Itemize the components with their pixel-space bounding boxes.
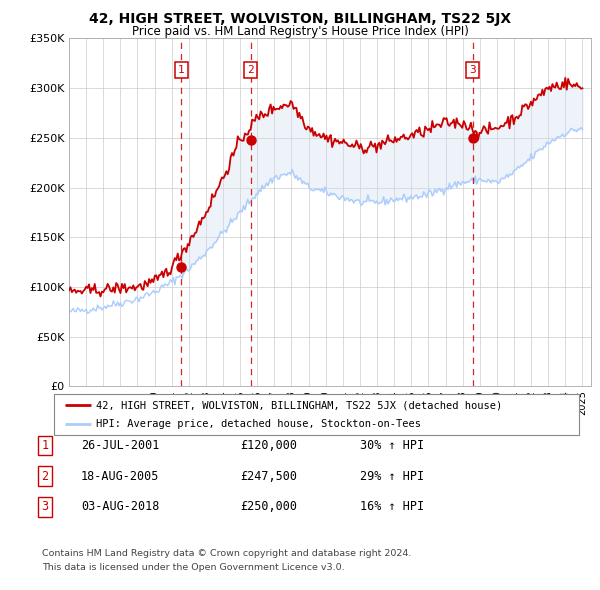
Text: 3: 3 [41,500,49,513]
Text: 1: 1 [178,65,185,75]
Text: 18-AUG-2005: 18-AUG-2005 [81,470,160,483]
Text: 3: 3 [469,65,476,75]
FancyBboxPatch shape [54,394,579,435]
Text: Contains HM Land Registry data © Crown copyright and database right 2024.: Contains HM Land Registry data © Crown c… [42,549,412,558]
Text: 29% ↑ HPI: 29% ↑ HPI [360,470,424,483]
Text: £250,000: £250,000 [240,500,297,513]
Text: Price paid vs. HM Land Registry's House Price Index (HPI): Price paid vs. HM Land Registry's House … [131,25,469,38]
Text: £247,500: £247,500 [240,470,297,483]
Text: 30% ↑ HPI: 30% ↑ HPI [360,439,424,452]
Text: 42, HIGH STREET, WOLVISTON, BILLINGHAM, TS22 5JX (detached house): 42, HIGH STREET, WOLVISTON, BILLINGHAM, … [96,400,502,410]
Text: 26-JUL-2001: 26-JUL-2001 [81,439,160,452]
Text: HPI: Average price, detached house, Stockton-on-Tees: HPI: Average price, detached house, Stoc… [96,419,421,430]
Text: 1: 1 [41,439,49,452]
Text: 42, HIGH STREET, WOLVISTON, BILLINGHAM, TS22 5JX: 42, HIGH STREET, WOLVISTON, BILLINGHAM, … [89,12,511,27]
Text: 2: 2 [248,65,254,75]
Text: £120,000: £120,000 [240,439,297,452]
Text: 03-AUG-2018: 03-AUG-2018 [81,500,160,513]
Text: This data is licensed under the Open Government Licence v3.0.: This data is licensed under the Open Gov… [42,563,344,572]
Text: 2: 2 [41,470,49,483]
Text: 16% ↑ HPI: 16% ↑ HPI [360,500,424,513]
